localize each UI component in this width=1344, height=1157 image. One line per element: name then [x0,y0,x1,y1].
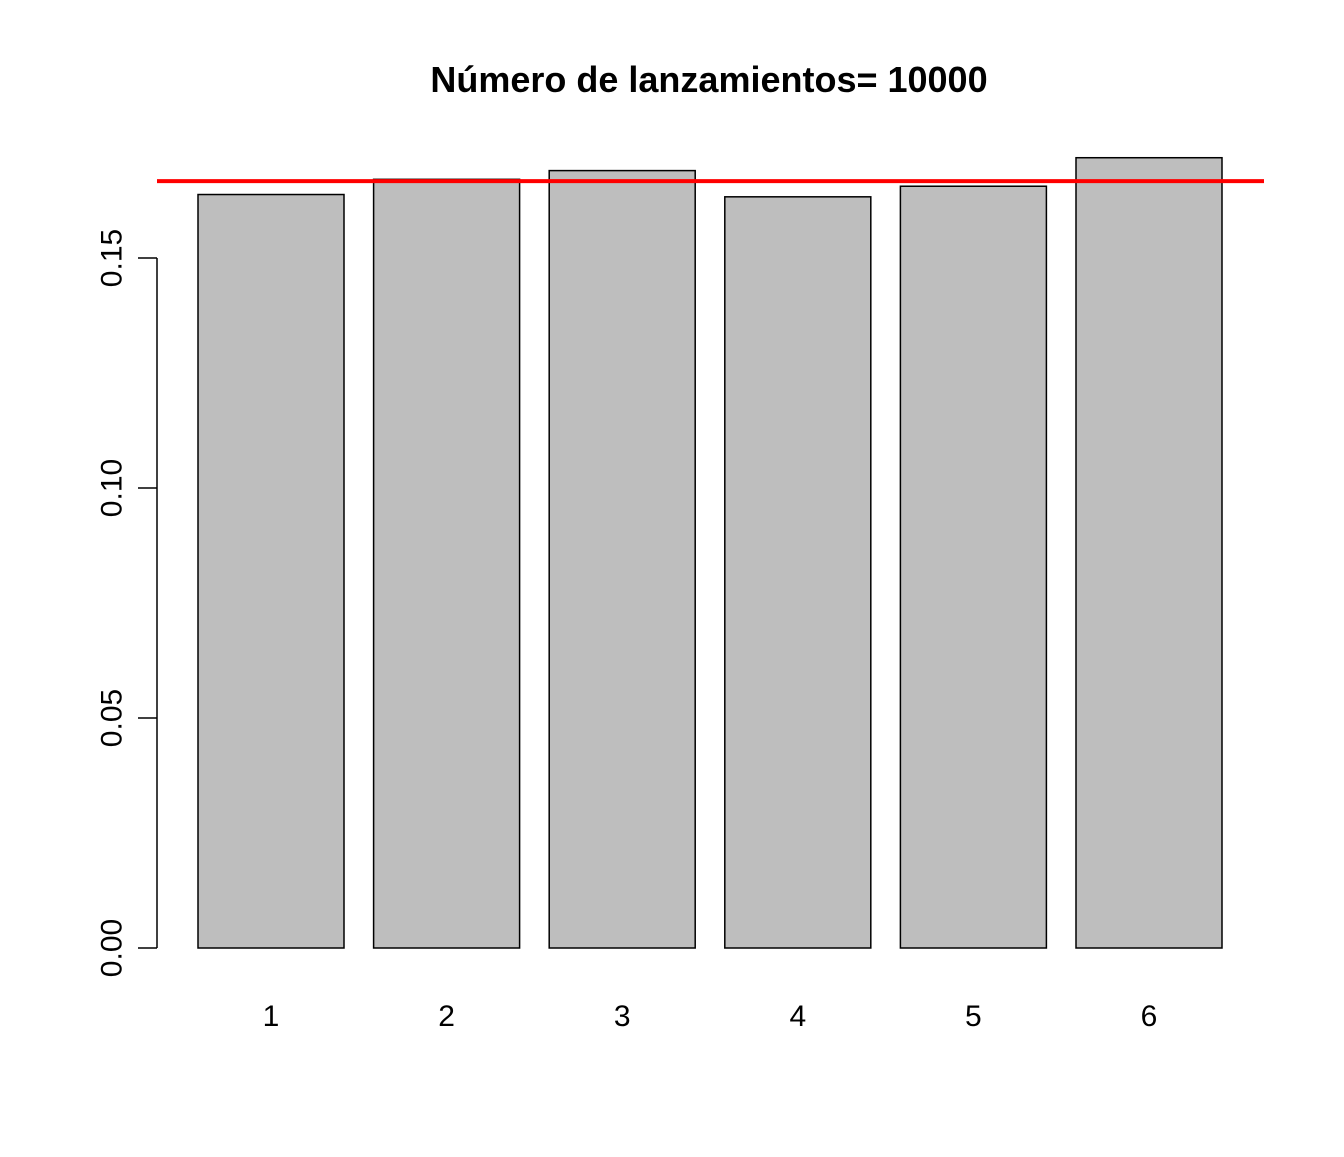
x-tick-label: 5 [965,1000,982,1033]
y-tick-label: 0.15 [96,229,129,287]
bars-group [197,156,1223,949]
bar [197,193,345,949]
x-tick-label: 4 [789,1000,806,1033]
y-axis: 0.00 0.05 0.10 0.15 [96,229,158,977]
bar [1075,156,1223,949]
bar [724,196,872,949]
bar [548,169,696,949]
x-tick-label: 1 [263,1000,280,1033]
bar [899,185,1048,949]
x-tick-label: 2 [438,1000,455,1033]
x-axis-labels: 1 2 3 4 5 6 [263,1000,1158,1033]
y-tick-label: 0.00 [96,919,129,977]
y-tick-label: 0.10 [96,459,129,517]
chart-title: Número de lanzamientos= 10000 [430,59,987,100]
bar [372,178,521,949]
y-tick-label: 0.05 [96,689,129,747]
x-tick-label: 6 [1141,1000,1158,1033]
x-tick-label: 3 [614,1000,631,1033]
